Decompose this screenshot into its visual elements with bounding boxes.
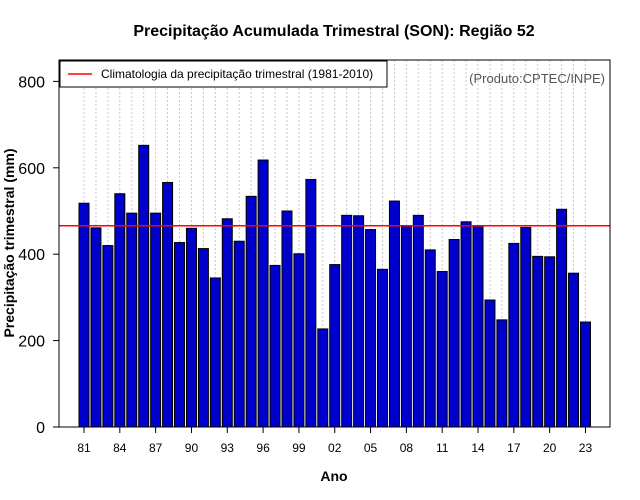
bar-2018 (520, 226, 532, 428)
y-tick-label-600: 600 (18, 161, 45, 178)
bar-2014 (472, 225, 484, 428)
bar-2013 (460, 221, 472, 428)
x-tick-label-2014: 14 (471, 441, 485, 455)
x-tick-label-2005: 05 (364, 441, 378, 455)
x-tick-label-2002: 02 (328, 441, 342, 455)
x-tick-label-2011: 11 (436, 441, 449, 455)
y-tick-label-800: 800 (18, 74, 45, 91)
bar-1994 (233, 240, 245, 428)
bar-2020 (544, 256, 556, 428)
bar-2011 (436, 270, 448, 428)
bar-2017 (508, 242, 520, 428)
bars (78, 144, 591, 428)
legend-box (59, 60, 388, 88)
bar-2005 (365, 229, 377, 428)
bar-2012 (448, 239, 460, 428)
bar-2009 (412, 214, 424, 428)
y-axis: 0 200 400 600 800 (18, 74, 59, 437)
x-axis-title: Ano (320, 468, 347, 484)
x-tick-label-2008: 08 (400, 441, 414, 455)
x-tick-label-1996: 96 (256, 441, 270, 455)
bar-1987 (150, 212, 162, 428)
bar-2000 (305, 178, 317, 428)
x-tick-label-1993: 93 (221, 441, 235, 455)
y-tick-label-400: 400 (18, 247, 45, 264)
bar-1989 (174, 242, 186, 428)
bar-1984 (114, 193, 126, 428)
x-axis: 81 84 87 90 93 96 99 02 05 08 11 14 17 20 23 (77, 427, 592, 455)
bar-1982 (90, 227, 102, 428)
bar-2019 (532, 255, 544, 428)
bar-2003 (341, 214, 353, 428)
legend: Climatologia da precipitação trimestral … (59, 60, 388, 88)
y-axis-title: Precipitação trimestral (mm) (1, 148, 17, 337)
bar-1999 (293, 253, 305, 428)
bar-1998 (281, 210, 293, 428)
bar-2010 (424, 249, 436, 428)
bar-2004 (353, 215, 365, 428)
bar-2022 (568, 272, 580, 428)
x-tick-label-2020: 20 (543, 441, 557, 455)
bar-2023 (579, 321, 591, 428)
bar-1983 (102, 245, 114, 428)
bar-2008 (400, 225, 412, 428)
bar-2016 (496, 319, 508, 428)
chart-title: Precipitação Acumulada Trimestral (SON):… (133, 23, 534, 40)
bar-1986 (138, 144, 150, 428)
x-tick-label-2017: 17 (507, 441, 521, 455)
x-tick-label-1999: 99 (292, 441, 306, 455)
bar-1981 (78, 202, 90, 428)
bar-1992 (209, 277, 221, 428)
x-tick-label-2023: 23 (579, 441, 593, 455)
x-tick-label-1987: 87 (149, 441, 163, 455)
y-tick-label-200: 200 (18, 334, 45, 351)
bar-2001 (317, 328, 329, 428)
x-tick-label-1984: 84 (113, 441, 127, 455)
bar-1988 (162, 181, 174, 428)
bar-1996 (257, 159, 269, 428)
x-tick-label-1990: 90 (185, 441, 199, 455)
bar-1993 (221, 218, 233, 428)
y-tick-label-0: 0 (36, 420, 45, 437)
credit-text: (Produto:CPTEC/INPE) (469, 71, 605, 86)
bar-1991 (197, 248, 209, 428)
legend-label: Climatologia da precipitação trimestral … (101, 67, 373, 81)
bar-1985 (126, 212, 138, 428)
bar-2002 (329, 264, 341, 428)
bar-1995 (245, 195, 257, 428)
bar-2006 (377, 268, 388, 428)
bar-1997 (269, 264, 281, 428)
bar-1990 (185, 227, 197, 428)
bar-2015 (484, 299, 496, 428)
bar-2007 (388, 200, 400, 428)
x-tick-label-1981: 81 (77, 441, 91, 455)
bar-2021 (556, 208, 568, 428)
